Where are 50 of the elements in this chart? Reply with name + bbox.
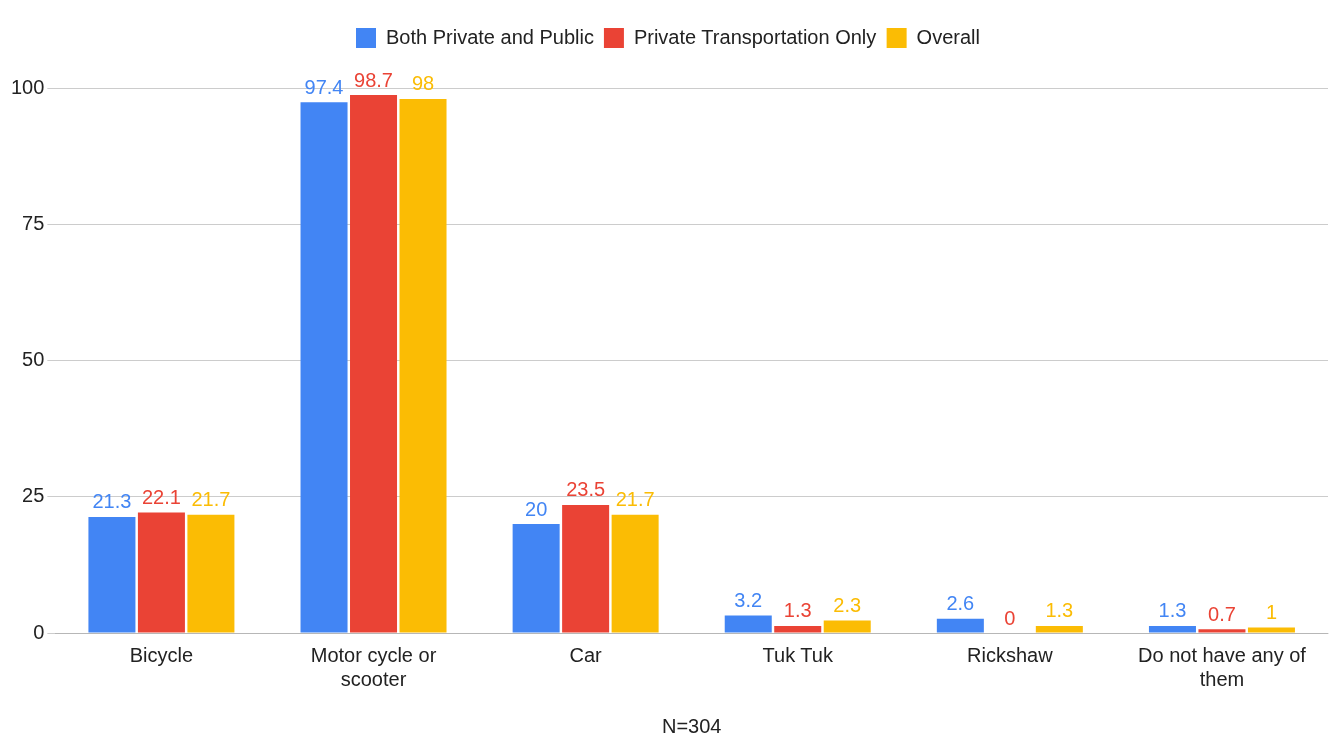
- y-tick-label: 25: [22, 484, 45, 507]
- data-label: 22.1: [141, 486, 181, 509]
- legend-label: Both Private and Public: [386, 25, 594, 48]
- data-label: 2.6: [946, 592, 975, 615]
- bar: [137, 512, 185, 633]
- bar: [936, 618, 984, 633]
- legend-label: Overall: [916, 25, 980, 48]
- y-tick-label: 75: [22, 211, 45, 234]
- data-label: 1.3: [1158, 599, 1187, 622]
- y-tick-label: 50: [22, 348, 45, 371]
- data-label: 0.7: [1208, 602, 1236, 625]
- data-label: 1.3: [1045, 599, 1074, 622]
- bar: [1198, 629, 1246, 633]
- bar: [562, 504, 610, 633]
- x-tick-label: Tuk Tuk: [762, 643, 834, 666]
- data-label: 23.5: [566, 478, 606, 501]
- data-label: 98: [411, 72, 435, 95]
- data-label: 20: [525, 497, 548, 520]
- data-label: 98.7: [354, 68, 393, 91]
- bar: [399, 98, 447, 633]
- bar: [823, 620, 871, 633]
- bar: [1247, 627, 1295, 633]
- bar: [611, 514, 659, 633]
- bar: [1148, 625, 1196, 633]
- x-tick-label: Car: [569, 643, 603, 666]
- bar: [187, 514, 235, 633]
- data-label: 1: [1265, 601, 1277, 624]
- data-label: 21.7: [615, 488, 655, 511]
- bar: [512, 524, 560, 633]
- bar: [350, 95, 398, 633]
- data-label: 21.3: [92, 490, 132, 513]
- data-label: 21.7: [191, 488, 231, 511]
- x-tick-label: Motor cycle or scooter: [310, 643, 437, 690]
- y-tick-label: 100: [10, 75, 45, 98]
- data-label: 97.4: [304, 75, 344, 98]
- data-label: 3.2: [734, 589, 763, 612]
- x-tick-label: Bicycle: [129, 643, 194, 666]
- x-axis-title: N=304: [661, 714, 722, 737]
- bar: [724, 615, 772, 633]
- legend-label: Private Transportation Only: [633, 25, 877, 48]
- y-tick-label: 0: [33, 620, 45, 643]
- bar: [88, 516, 136, 633]
- bar: [774, 625, 822, 633]
- bar: [1035, 625, 1083, 633]
- bar: [300, 102, 348, 633]
- x-tick-label: Rickshaw: [967, 643, 1054, 666]
- data-label: 2.3: [833, 593, 862, 616]
- data-label: 0: [1004, 606, 1016, 629]
- x-tick-label: Do not have any of them: [1138, 643, 1307, 690]
- data-label: 1.3: [783, 599, 812, 622]
